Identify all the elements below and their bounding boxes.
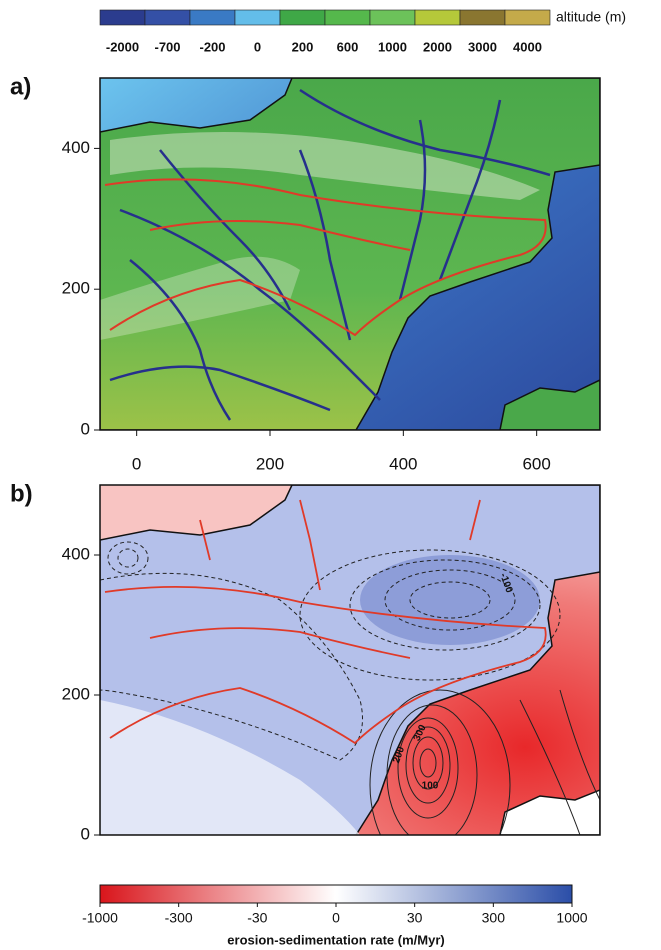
colorbar-segment [414, 9, 461, 26]
rate-colorbar [99, 884, 573, 904]
y-tick-label: 200 [62, 684, 90, 703]
colorbar-tick-label: -300 [165, 910, 193, 926]
colorbar-tick-label: 600 [337, 39, 359, 54]
axes-a: 0 200 400 600 0 200 400 [62, 138, 551, 474]
panel-label: b) [10, 480, 33, 507]
mountains [100, 256, 300, 340]
y-tick-label: 400 [62, 138, 90, 157]
contours [369, 689, 600, 835]
contour-label: 100 [422, 781, 439, 792]
map-a [100, 78, 600, 430]
colorbar-tick-label: 200 [292, 39, 314, 54]
colorbar-tick-label: 4000 [513, 39, 542, 54]
y-tick-label: 400 [62, 544, 90, 563]
colorbar-tick-label: 1000 [556, 910, 587, 926]
altitude-colorbar: -2000 -700 -200 0 200 600 1000 2000 3000 4000 [99, 9, 551, 54]
map-b [100, 485, 600, 835]
colorbar-segment [369, 9, 416, 26]
frame [99, 77, 601, 431]
colorbar-tick-label: -2000 [106, 39, 139, 54]
y-tick-label: 0 [81, 419, 90, 438]
colorbar-segment [99, 9, 146, 26]
x-tick-label: 400 [389, 454, 417, 473]
colorbar-tick-label: -200 [199, 39, 225, 54]
basin-boundary [104, 499, 547, 745]
rate-colorbar-ticks: -1000 -300 -30 0 30 300 1000 [82, 903, 588, 926]
rivers [109, 88, 551, 421]
mountains [110, 132, 540, 200]
colorbar-label: erosion-sedimentation rate (m/Myr) [227, 932, 444, 947]
colorbar-segment [279, 9, 326, 26]
y-tick-label: 200 [62, 279, 90, 298]
low-rate-zone [100, 700, 360, 835]
colorbar-tick-label: 0 [254, 39, 261, 54]
colorbar-tick-label: 2000 [423, 39, 452, 54]
colorbar-segment [144, 9, 191, 26]
x-tick-label: 200 [256, 454, 284, 473]
x-tick-label: 600 [522, 454, 550, 473]
colorbar-segment [459, 9, 506, 26]
colorbar-segment [189, 9, 236, 26]
colorbar-tick-label: -1000 [82, 910, 118, 926]
colorbar-tick-label: 30 [407, 910, 423, 926]
colorbar-tick-label: 0 [332, 910, 340, 926]
panel-label: a) [10, 73, 31, 100]
frame [99, 484, 601, 836]
island [499, 379, 600, 430]
colorbar-segment [324, 9, 371, 26]
colorbar-label: altitude (m) [556, 9, 626, 25]
axes-b: 0 200 400 [62, 544, 100, 843]
land [100, 78, 600, 430]
colorbar-tick-label: 300 [482, 910, 506, 926]
colorbar-segment [504, 9, 551, 26]
colorbar-tick-label: 1000 [378, 39, 407, 54]
colorbar-tick-label: -30 [247, 910, 267, 926]
high-erosion-zone [360, 555, 540, 645]
island [499, 789, 600, 835]
x-tick-label: 0 [132, 454, 141, 473]
colorbar-segment [234, 9, 281, 26]
colorbar-tick-label: 3000 [468, 39, 497, 54]
colorbar-tick-label: -700 [154, 39, 180, 54]
y-tick-label: 0 [81, 824, 90, 843]
basin-boundary [104, 178, 547, 337]
contours [100, 541, 561, 761]
